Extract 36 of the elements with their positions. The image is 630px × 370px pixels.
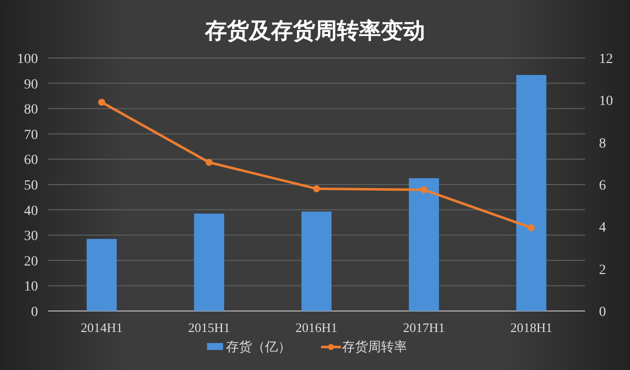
y2-tick-label: 8 (599, 136, 606, 152)
y2-tick-label: 2 (599, 262, 606, 278)
y-tick-label: 70 (24, 128, 38, 143)
y-tick-label: 50 (24, 178, 38, 194)
x-tick-label: 2016H1 (296, 320, 338, 335)
bar (301, 212, 332, 311)
y-tick-label: 60 (24, 153, 38, 168)
y2-tick-label: 10 (599, 94, 613, 110)
y2-tick-label: 4 (599, 220, 606, 236)
x-tick-label: 2017H1 (402, 320, 445, 335)
y-tick-label: 90 (24, 77, 38, 92)
point (98, 98, 106, 106)
bar (516, 74, 546, 311)
x-tick-label: 2018H1 (510, 320, 552, 335)
point (206, 158, 213, 166)
y-tick-label: 80 (24, 102, 38, 118)
point (420, 186, 428, 194)
y-tick-label: 0 (31, 305, 38, 320)
legend-label: 存货（亿） (226, 339, 291, 354)
chart-title: 存货及存货周转率变动 (204, 18, 425, 43)
y-tick-label: 40 (24, 204, 38, 219)
y2-tick-label: 0 (599, 305, 606, 320)
x-tick-label: 2015H1 (188, 320, 230, 335)
y-tick-label: 30 (24, 229, 38, 244)
x-tick-label: 2014H1 (80, 320, 123, 335)
point (313, 185, 320, 192)
point (528, 224, 535, 232)
bar (408, 178, 439, 311)
y-tick-label: 20 (24, 254, 38, 270)
y-tick-label: 10 (24, 280, 38, 295)
y2-tick-label: 12 (599, 52, 613, 67)
y-tick-label: 100 (17, 52, 38, 67)
y2-tick-label: 6 (599, 178, 606, 194)
legend-label: 存货周转率 (342, 339, 407, 354)
bar (86, 238, 117, 311)
bar (194, 214, 224, 311)
